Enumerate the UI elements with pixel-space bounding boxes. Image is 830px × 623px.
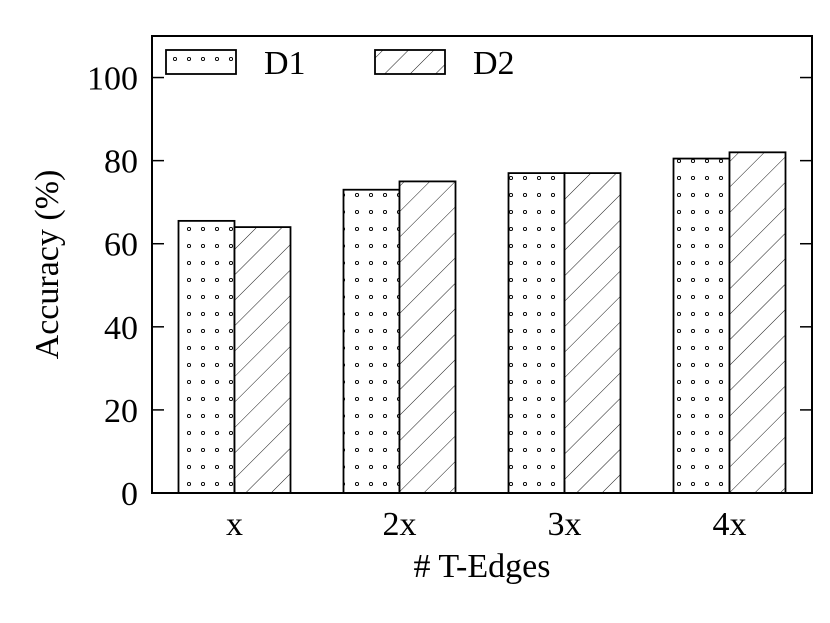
y-axis-title: Accuracy (%) (29, 170, 66, 360)
legend-label-d2: D2 (473, 45, 515, 82)
x-axis-ticks: x 2x 3x 4x (226, 481, 747, 543)
plot-frame (151, 35, 813, 494)
x-tick-label: 3x (548, 506, 582, 543)
y-tick-label: 20 (104, 393, 138, 430)
y-axis-ticks: 0 20 40 60 80 100 (87, 61, 812, 513)
bar-d1-1 (177, 219, 236, 494)
x-tick-label: x (226, 506, 243, 543)
x-tick-label: 2x (383, 506, 417, 543)
x-tick-label: 4x (713, 506, 747, 543)
bar-d2-3 (563, 172, 622, 494)
bar-d2-4 (728, 151, 787, 494)
legend-label-d1: D1 (264, 45, 306, 82)
legend-swatch-d2 (374, 49, 446, 75)
bars-group (177, 151, 787, 494)
bar-d1-4 (672, 157, 731, 494)
y-tick-label: 0 (121, 476, 138, 513)
bar-d1-3 (507, 172, 566, 494)
legend-swatch-d1 (165, 49, 237, 75)
y-tick-label: 100 (87, 61, 138, 98)
bar-d1-2 (342, 188, 401, 494)
y-tick-label: 40 (104, 310, 138, 347)
bar-d2-1 (233, 226, 292, 494)
bar-d2-2 (398, 180, 457, 494)
y-tick-label: 80 (104, 144, 138, 181)
x-axis-title: # T-Edges (414, 548, 551, 585)
legend: D1 D2 (165, 45, 515, 82)
y-tick-label: 60 (104, 227, 138, 264)
